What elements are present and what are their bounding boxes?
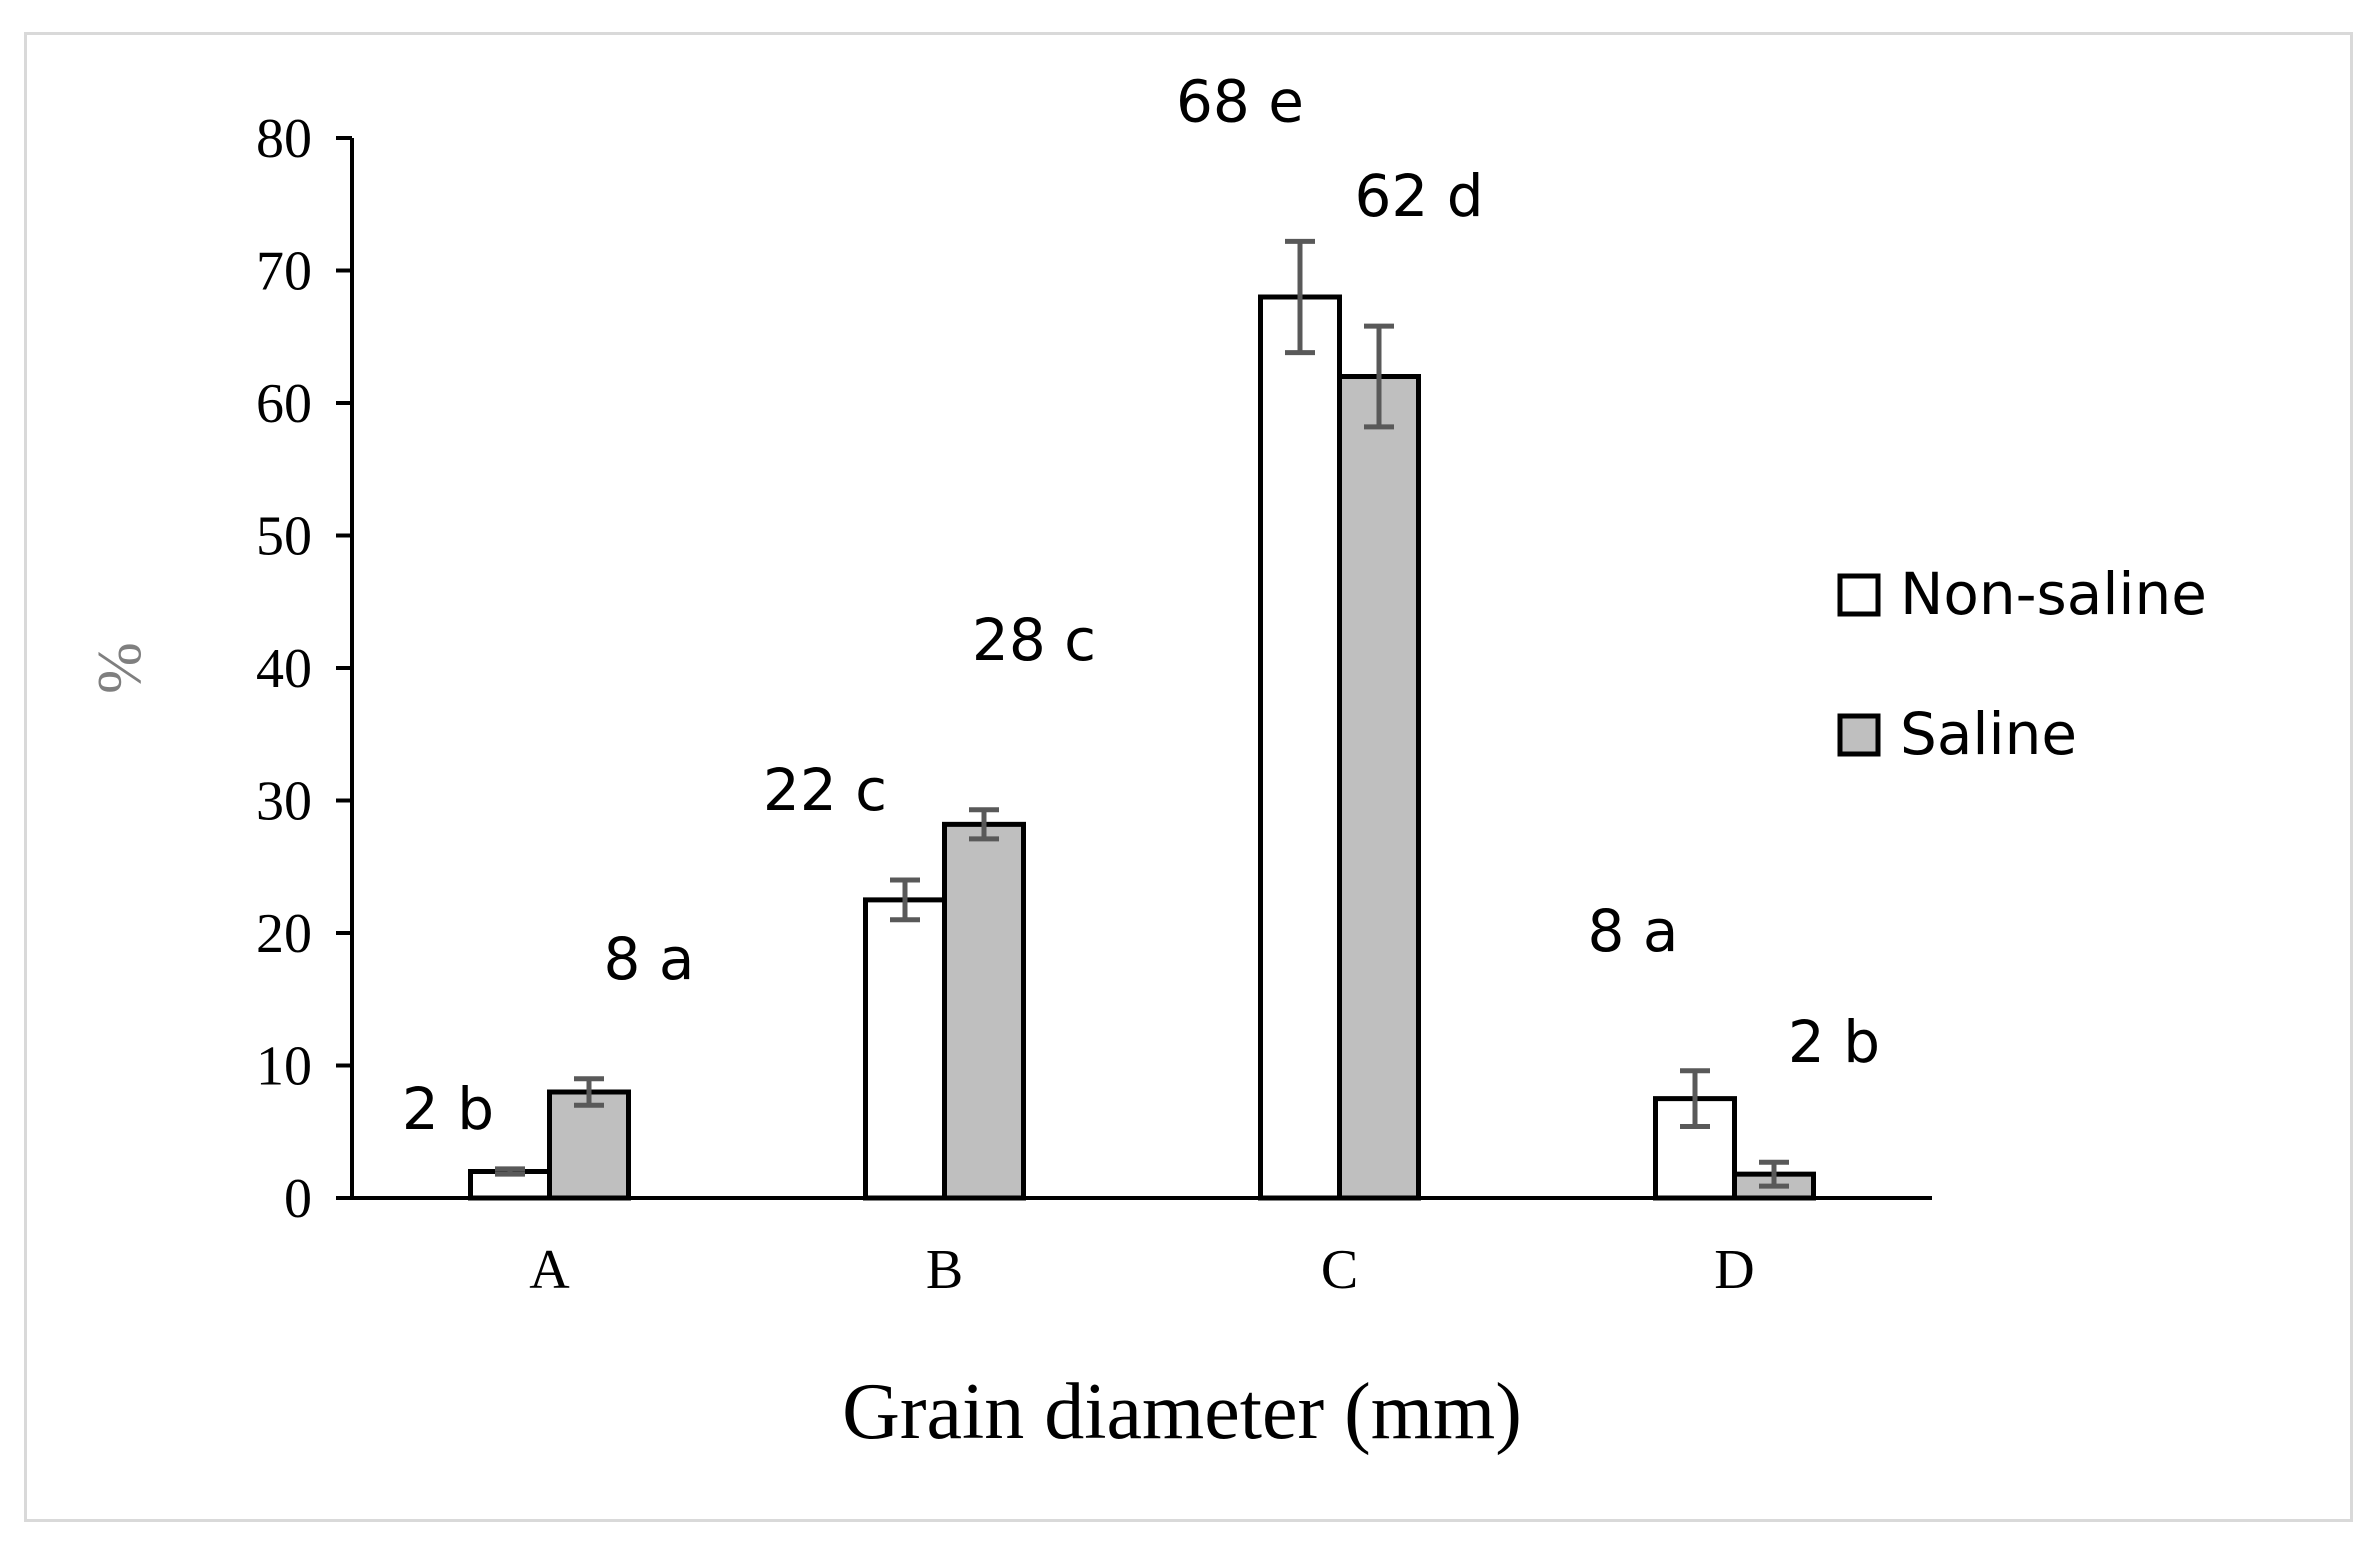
y-axis-title: % [86, 642, 154, 694]
non-saline-bar [1258, 294, 1342, 1201]
saline-bar [547, 1089, 631, 1201]
non-saline-bar [863, 897, 947, 1201]
y-tick-label: 80 [256, 108, 312, 170]
bars [468, 294, 1816, 1201]
y-tick-label: 60 [256, 373, 312, 435]
saline-bar [1337, 374, 1421, 1201]
x-tick-label: C [1321, 1239, 1358, 1301]
y-tick-label: 30 [256, 771, 312, 833]
y-axis-ticks: 0 10 20 30 40 50 60 70 80 [256, 108, 352, 1230]
data-label: 2 b [402, 1075, 494, 1143]
y-tick-label: 70 [256, 241, 312, 303]
x-axis-ticks: A B C D [529, 1239, 1754, 1301]
y-tick-label: 40 [256, 638, 312, 700]
chart-frame [24, 32, 2353, 1522]
x-axis-title: Grain diameter (mm) [842, 1368, 1522, 1456]
error-bars [495, 238, 1789, 1189]
data-labels: 2 b 8 a 22 c 28 c 68 e 62 d 8 a 2 b [402, 67, 1880, 1143]
y-tick-label: 0 [284, 1168, 312, 1230]
data-label: 28 c [972, 606, 1096, 674]
data-label: 62 d [1354, 162, 1483, 230]
data-label: 8 a [604, 925, 695, 993]
legend: Non-saline Saline [1837, 560, 2207, 768]
legend-label: Non-saline [1900, 560, 2207, 628]
data-label: 22 c [763, 756, 887, 824]
y-tick-label: 10 [256, 1036, 312, 1098]
data-label: 68 e [1176, 67, 1304, 135]
y-tick-label: 20 [256, 903, 312, 965]
x-tick-label: D [1714, 1239, 1754, 1301]
x-tick-label: B [926, 1239, 963, 1301]
data-label: 2 b [1788, 1008, 1880, 1076]
legend-swatch [1837, 573, 1881, 617]
saline-bar [942, 821, 1026, 1201]
x-tick-label: A [529, 1239, 570, 1301]
data-label: 8 a [1588, 897, 1679, 965]
legend-swatch [1837, 713, 1881, 757]
legend-label: Saline [1900, 700, 2077, 768]
y-tick-label: 50 [256, 506, 312, 568]
